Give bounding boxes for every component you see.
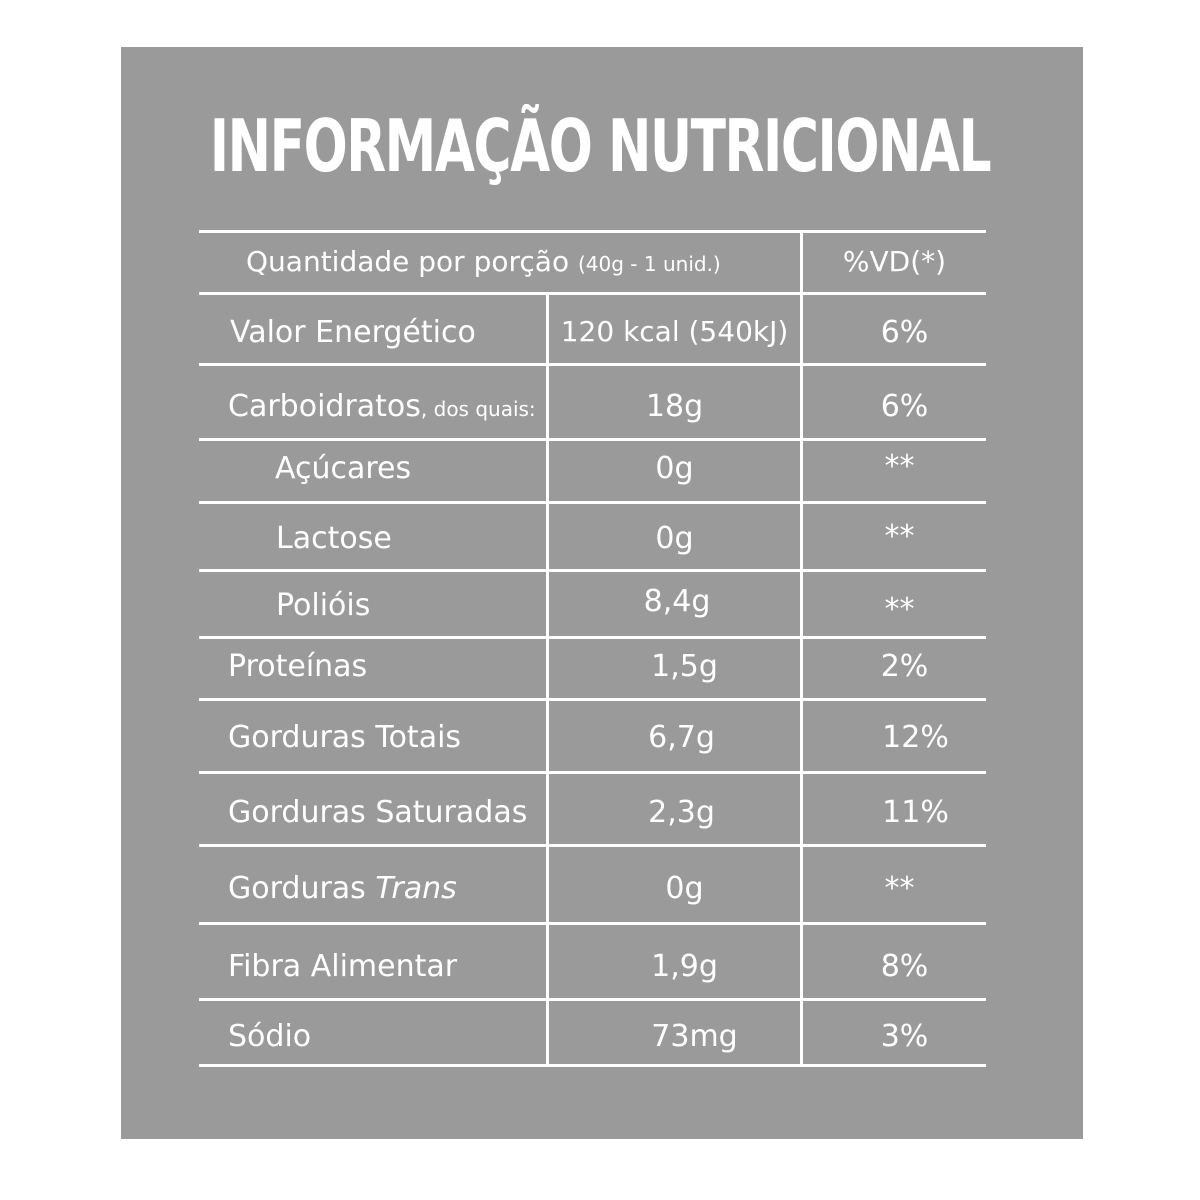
row-amount: 8,4g: [643, 584, 711, 619]
row-name-suffix: , dos quais:: [420, 397, 536, 421]
col-divider-amount: [546, 292, 549, 1067]
row-dv: **: [884, 592, 915, 627]
rule-row-2: [199, 438, 986, 441]
row-name: Gorduras: [228, 871, 376, 906]
rule-row-7: [199, 771, 986, 774]
rule-row-5: [199, 636, 986, 639]
rule-bottom: [199, 1064, 986, 1067]
row-name: Carboidratos: [228, 389, 421, 424]
row-amount: 18g: [645, 389, 704, 424]
row-dv: 8%: [880, 949, 929, 984]
row-name: Proteínas: [228, 649, 368, 684]
row-amount: 1,5g: [651, 649, 718, 684]
row-dv: 12%: [882, 720, 949, 755]
row-amount: 0g: [665, 871, 704, 906]
row-amount: 120 kcal (540kJ): [560, 315, 789, 348]
row-dv: 6%: [880, 389, 929, 424]
row-name: Sódio: [228, 1019, 312, 1054]
rule-row-4: [199, 569, 986, 572]
rule-row-3: [199, 501, 986, 504]
row-amount: 0g: [655, 451, 694, 486]
row-dv: **: [884, 449, 915, 484]
row-dv: 11%: [882, 795, 949, 830]
rule-row-1: [199, 363, 986, 366]
row-name: Açúcares: [275, 451, 412, 486]
row-name: Lactose: [276, 521, 392, 556]
row-name-italic: Trans: [375, 871, 457, 906]
rule-top: [199, 230, 986, 233]
nutrition-panel: [121, 47, 1083, 1139]
rule-row-10: [199, 998, 986, 1001]
row-amount: 6,7g: [648, 720, 715, 755]
row-name: Polióis: [276, 588, 371, 623]
row-name: Valor Energético: [230, 315, 476, 350]
row-dv: 2%: [880, 649, 929, 684]
row-dv: 3%: [880, 1019, 929, 1054]
row-name: Gorduras Totais: [228, 720, 462, 755]
row-dv: **: [884, 871, 915, 906]
rule-header: [199, 292, 986, 295]
row-amount: 73mg: [651, 1019, 738, 1054]
header-portion: (40g - 1 unid.): [578, 252, 721, 276]
row-amount: 2,3g: [648, 795, 715, 830]
rule-row-9: [199, 922, 986, 925]
row-name-cell: Carboidratos, dos quais:: [228, 392, 536, 422]
row-name: Gorduras Saturadas: [228, 795, 528, 830]
rule-row-6: [199, 698, 986, 701]
rule-row-8: [199, 844, 986, 847]
row-amount: 0g: [655, 521, 694, 556]
page-title: INFORMAÇÃO NUTRICIONAL: [209, 104, 992, 188]
row-dv: 6%: [880, 315, 929, 350]
row-amount: 1,9g: [651, 949, 718, 984]
header-quantity-label: Quantidade por porção: [246, 245, 570, 278]
header-quantity-cell: Quantidade por porção (40g - 1 unid.): [246, 248, 721, 276]
row-dv: **: [884, 519, 915, 554]
row-name-cell: Gorduras Trans: [228, 874, 457, 904]
header-dv-label: %VD(*): [842, 245, 947, 278]
col-divider-dv: [800, 230, 803, 1067]
row-name: Fibra Alimentar: [228, 949, 458, 984]
